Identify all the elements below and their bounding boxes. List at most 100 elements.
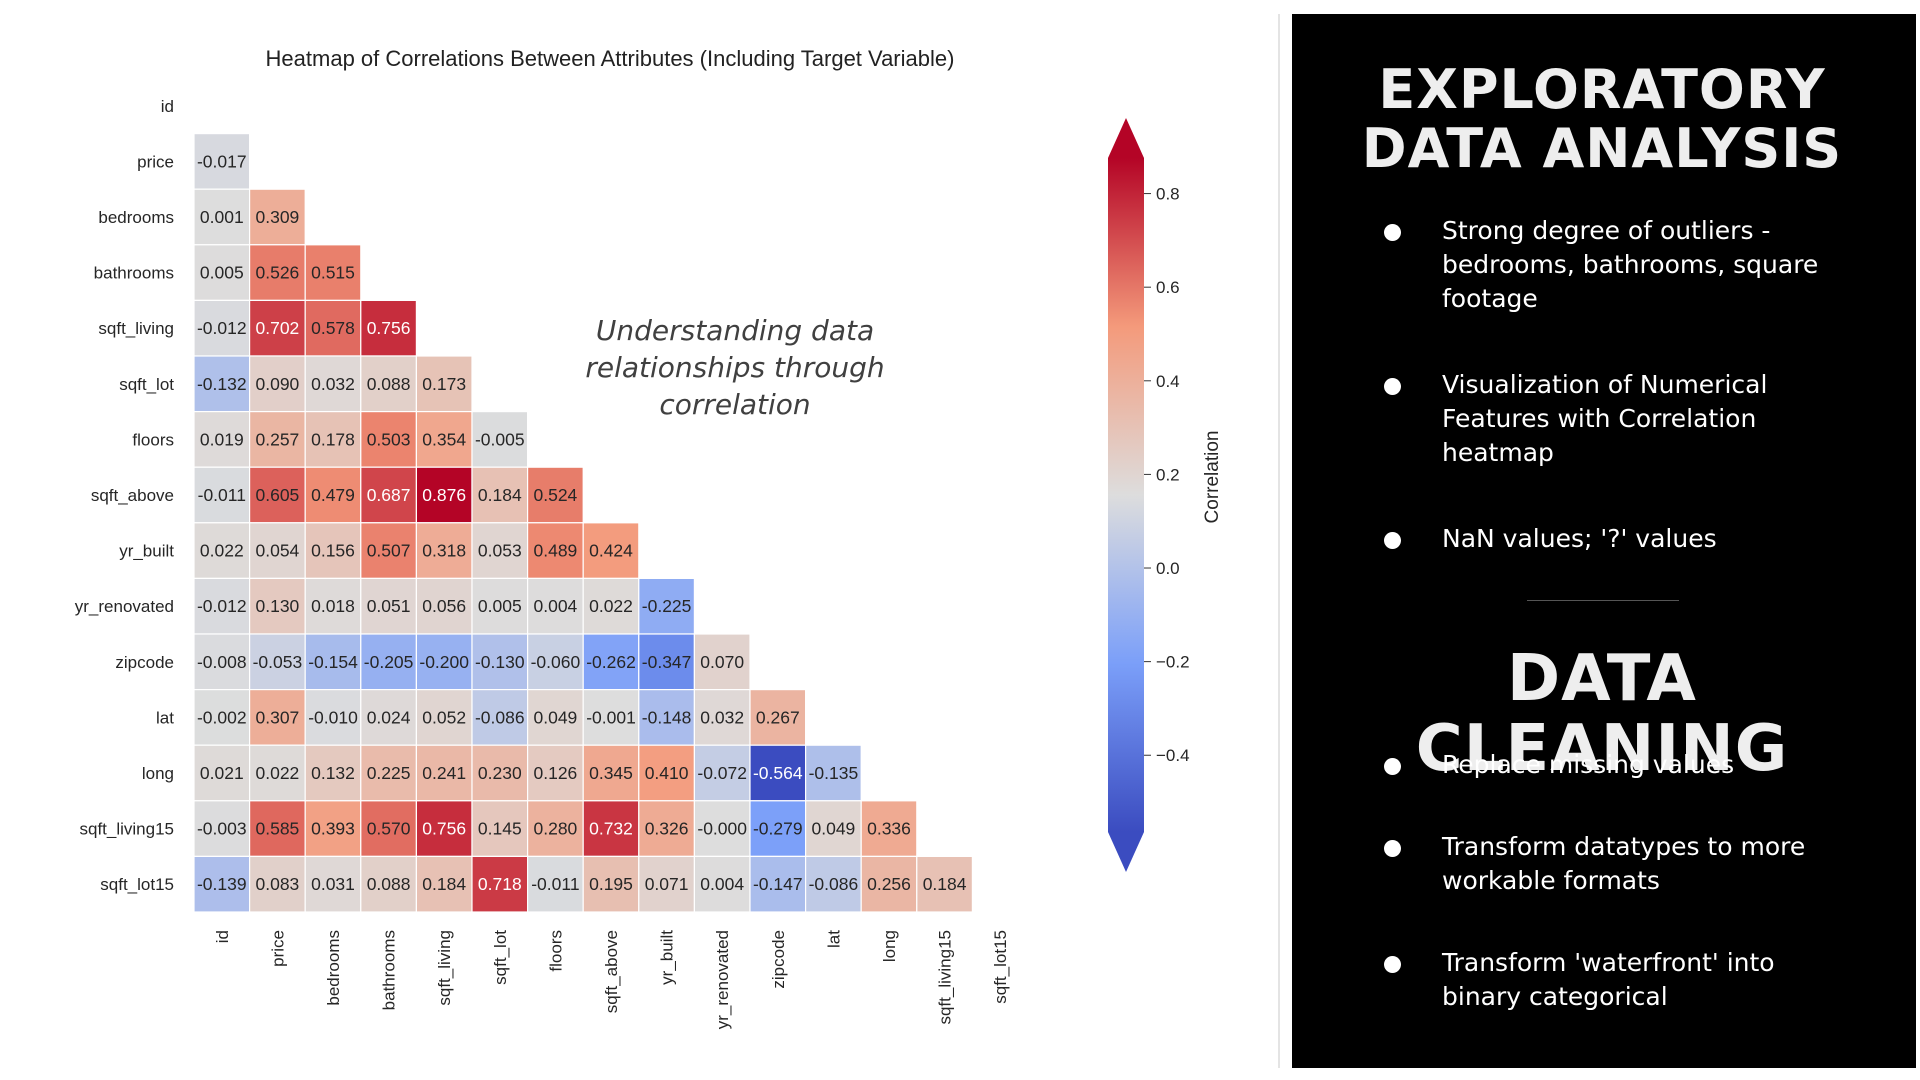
- vertical-divider: [1278, 14, 1280, 1068]
- cell-value-label: -0.002: [197, 707, 247, 727]
- heatmap-cell: [638, 577, 695, 635]
- heatmap-cell: [638, 688, 695, 746]
- chart-title: Heatmap of Correlations Between Attribut…: [266, 46, 955, 71]
- heatmap-cell: [193, 411, 251, 468]
- cell-value-label: -0.086: [475, 707, 525, 727]
- cell-value-label: 0.022: [589, 596, 633, 616]
- cell-value-label: 0.479: [311, 485, 355, 505]
- heatmap-cell: [249, 411, 306, 468]
- heatmap-cell: [471, 577, 529, 635]
- heatmap-cell: [193, 633, 251, 691]
- bullet-item: Strong degree of outliers - bedrooms, ba…: [1384, 214, 1854, 316]
- heatmap-cell: [360, 299, 417, 357]
- heatmap-cell: [471, 411, 529, 468]
- colorbar-tick-label: −0.4: [1156, 746, 1190, 765]
- heatmap-cell: [304, 244, 362, 302]
- heatmap-cell: [249, 855, 306, 913]
- cell-value-label: 0.503: [367, 429, 411, 449]
- cell-value-label: 0.756: [367, 318, 411, 338]
- heatmap-cell: [360, 800, 417, 857]
- cell-value-label: -0.003: [197, 819, 247, 839]
- column-label: bedrooms: [324, 930, 343, 1006]
- cell-value-label: -0.130: [475, 652, 525, 672]
- heatmap-cell: [415, 800, 473, 857]
- heatmap-cell: [249, 633, 306, 691]
- heatmap-cell: [749, 744, 807, 802]
- heatmap-cell: [304, 800, 362, 857]
- heatmap-cell: [582, 633, 640, 691]
- heatmap-cell: [360, 355, 417, 413]
- heatmap-cell: [638, 633, 695, 691]
- cell-value-label: 0.257: [256, 429, 300, 449]
- cell-value-label: 0.195: [589, 874, 633, 894]
- heatmap-cell: [193, 577, 251, 635]
- cell-value-label: 0.307: [256, 707, 300, 727]
- column-label: floors: [546, 930, 565, 972]
- cell-value-label: 0.184: [478, 485, 522, 505]
- heatmap-cell: [471, 744, 529, 802]
- cell-value-label: 0.336: [867, 819, 911, 839]
- cell-value-label: 0.049: [534, 707, 578, 727]
- heatmap-cell: [360, 688, 417, 746]
- cell-value-label: -0.012: [197, 318, 247, 338]
- row-label: sqft_lot15: [100, 875, 174, 894]
- row-label: id: [161, 97, 174, 116]
- cell-value-label: -0.010: [308, 707, 358, 727]
- cell-value-label: 0.088: [367, 374, 411, 394]
- colorbar-tick-label: 0.4: [1156, 372, 1180, 391]
- heatmap-cell: [193, 188, 251, 246]
- cell-value-label: -0.012: [197, 596, 247, 616]
- column-label: sqft_lot15: [991, 930, 1010, 1004]
- heatmap-cell: [304, 577, 362, 635]
- column-label: yr_built: [658, 930, 677, 985]
- colorbar: 0.8 0.6 0.4 0.2 0.0 −0.2 −0.4 Correlation: [1108, 118, 1223, 872]
- row-label: floors: [132, 430, 174, 449]
- cell-value-label: 0.578: [311, 318, 355, 338]
- cell-value-label: -0.001: [586, 707, 636, 727]
- column-label: bathrooms: [380, 930, 399, 1010]
- heatmap-cell: [360, 411, 417, 468]
- colorbar-tick-label: 0.2: [1156, 465, 1180, 484]
- cell-value-label: 0.732: [589, 819, 633, 839]
- cell-value-label: -0.564: [753, 763, 803, 783]
- cell-value-label: -0.060: [531, 652, 581, 672]
- heatmap-cell: [193, 688, 251, 746]
- heatmap-cell: [638, 855, 695, 913]
- heatmap-cell: [360, 633, 417, 691]
- cell-value-label: 0.005: [200, 263, 244, 283]
- bullet-item: Transform 'waterfront' into binary categ…: [1384, 946, 1854, 1014]
- cell-value-label: 0.345: [589, 763, 633, 783]
- cell-value-label: -0.011: [198, 485, 246, 505]
- heatmap-cell: [526, 577, 584, 635]
- cell-value-label: 0.001: [200, 207, 244, 227]
- heatmap-cell: [638, 800, 695, 857]
- cell-value-label: 0.049: [812, 819, 856, 839]
- heatmap-cell: [860, 855, 918, 913]
- correlation-heatmap: Heatmap of Correlations Between Attribut…: [75, 46, 1223, 1029]
- cell-value-label: 0.267: [756, 707, 800, 727]
- column-label: price: [268, 930, 287, 967]
- heatmap-cell: [415, 855, 473, 913]
- cell-value-label: 0.056: [422, 596, 466, 616]
- cell-value-label: 0.318: [422, 541, 466, 561]
- cell-value-label: 0.054: [256, 541, 300, 561]
- heatmap-cell: [749, 855, 807, 913]
- column-label: sqft_living: [435, 930, 454, 1006]
- heatmap-cell: [304, 522, 362, 579]
- cell-value-label: 0.024: [367, 707, 411, 727]
- row-label: sqft_living: [98, 319, 174, 338]
- heatmap-cell: [526, 800, 584, 857]
- cell-value-label: -0.132: [197, 374, 247, 394]
- cell-value-label: -0.279: [753, 819, 803, 839]
- cell-value-label: 0.130: [256, 596, 300, 616]
- cell-value-label: -0.008: [197, 652, 247, 672]
- cell-value-label: -0.135: [809, 763, 859, 783]
- colorbar-tick-label: 0.0: [1156, 559, 1180, 578]
- cell-value-label: 0.071: [645, 874, 689, 894]
- row-label: bathrooms: [94, 264, 174, 283]
- cell-value-label: 0.570: [367, 819, 411, 839]
- cell-value-label: 0.019: [200, 429, 244, 449]
- cell-value-label: 0.393: [311, 819, 355, 839]
- cell-value-label: 0.280: [534, 819, 578, 839]
- cell-value-label: 0.256: [867, 874, 911, 894]
